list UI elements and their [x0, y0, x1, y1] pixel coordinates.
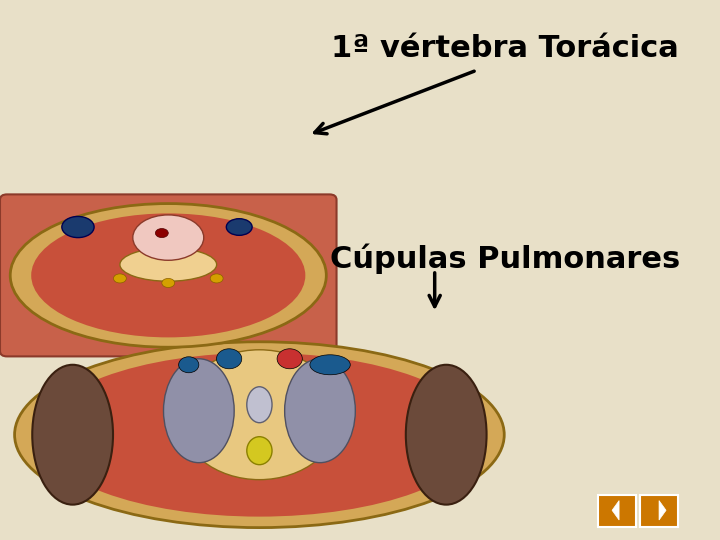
Text: 1ª vértebra Torácica: 1ª vértebra Torácica	[331, 34, 679, 63]
Ellipse shape	[163, 359, 234, 463]
Ellipse shape	[114, 274, 126, 283]
Ellipse shape	[40, 353, 479, 517]
Ellipse shape	[179, 350, 340, 480]
Polygon shape	[612, 501, 619, 520]
Ellipse shape	[226, 219, 252, 235]
Ellipse shape	[14, 342, 504, 528]
Polygon shape	[659, 501, 666, 520]
FancyBboxPatch shape	[640, 495, 678, 526]
Ellipse shape	[62, 217, 94, 238]
Ellipse shape	[217, 349, 242, 369]
Ellipse shape	[162, 279, 175, 287]
Ellipse shape	[120, 248, 217, 281]
FancyBboxPatch shape	[0, 194, 336, 356]
Ellipse shape	[32, 365, 113, 504]
Text: Cúpulas Pulmonares: Cúpulas Pulmonares	[330, 244, 680, 274]
Ellipse shape	[277, 349, 302, 369]
Ellipse shape	[247, 387, 272, 423]
Ellipse shape	[31, 213, 305, 338]
Ellipse shape	[10, 204, 326, 347]
Ellipse shape	[156, 228, 168, 238]
FancyBboxPatch shape	[598, 495, 636, 526]
Ellipse shape	[406, 365, 487, 504]
Ellipse shape	[179, 357, 199, 373]
Ellipse shape	[284, 359, 356, 463]
Ellipse shape	[210, 274, 223, 283]
Ellipse shape	[132, 215, 204, 260]
Ellipse shape	[247, 437, 272, 464]
Ellipse shape	[310, 355, 350, 375]
